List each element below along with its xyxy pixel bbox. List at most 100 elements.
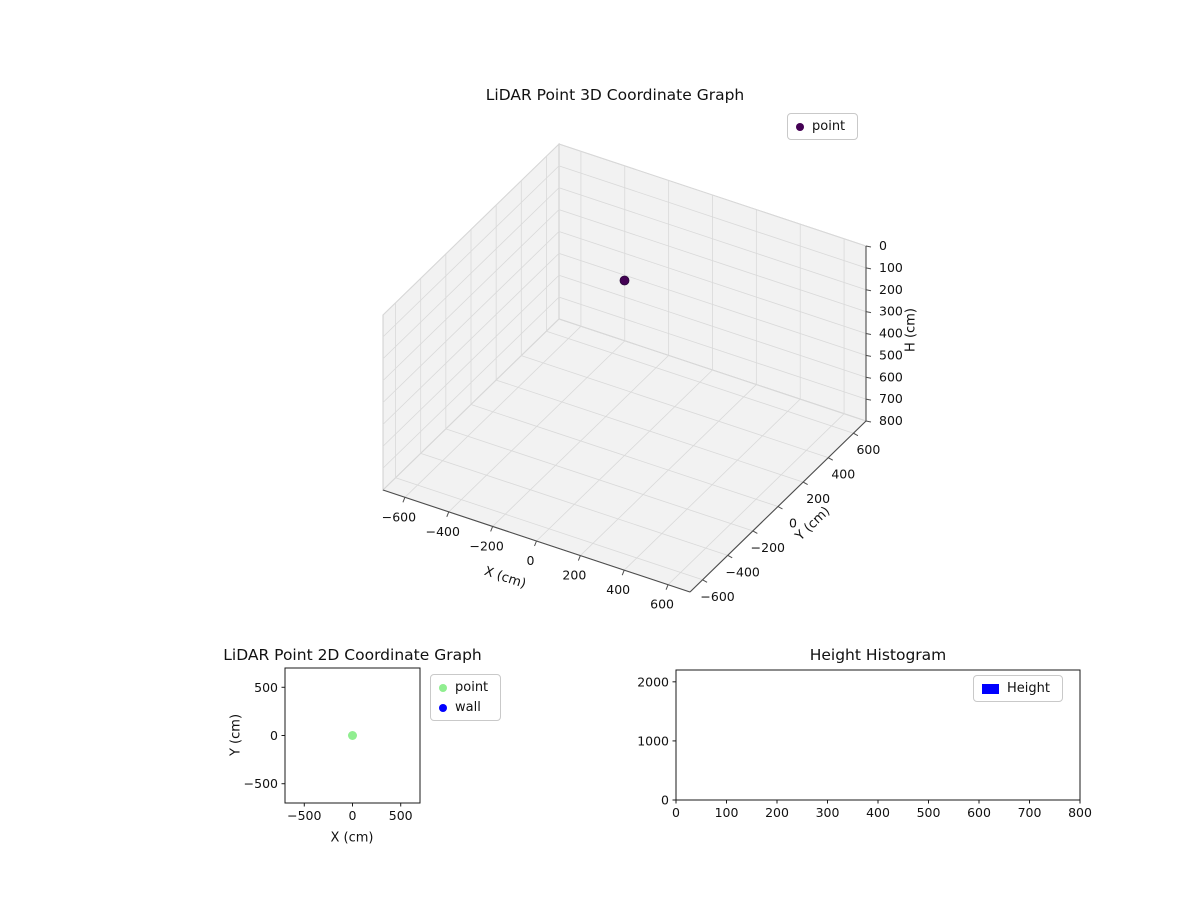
- x-tick-label: −500: [287, 808, 321, 823]
- plot3d-legend: point: [787, 113, 859, 140]
- grid-h-left-wall: [382, 231, 560, 403]
- h-tick-label: 300: [879, 304, 903, 319]
- y-tick: [727, 554, 733, 559]
- h-tick-label: 200: [879, 282, 903, 297]
- x-tick-label: 400: [606, 582, 630, 597]
- scatter2d-point: [348, 731, 357, 740]
- x-tick-label: −600: [382, 509, 416, 524]
- plot2d-legend: point wall: [430, 674, 502, 721]
- x-tick-label: 600: [967, 805, 991, 820]
- x-tick-label: −400: [426, 524, 460, 539]
- grid-h-right-wall: [558, 318, 867, 422]
- y-tick-label: 0: [789, 516, 797, 531]
- grid-y-floor: [445, 428, 753, 532]
- y-tick-label: −500: [244, 776, 278, 791]
- legend-row-wall: wall: [439, 699, 488, 716]
- x-tick: [665, 584, 669, 590]
- legend-row-point: point: [439, 679, 488, 696]
- legend-label: point: [812, 119, 846, 134]
- h-tick-label: 400: [879, 326, 903, 341]
- x-tick-label: 100: [715, 805, 739, 820]
- x-tick-label: 300: [816, 805, 840, 820]
- height-patch-icon: [982, 683, 999, 694]
- y-tick-label: 500: [254, 680, 278, 695]
- x-tick-label: 200: [562, 568, 586, 583]
- grid-y-floor: [470, 404, 779, 507]
- x-tick-label: 0: [349, 808, 357, 823]
- plot2d-xlabel: X (cm): [330, 830, 374, 846]
- plot3d-title: LiDAR Point 3D Coordinate Graph: [485, 86, 745, 104]
- y-tick: [828, 457, 834, 461]
- y-tick-label: 2000: [637, 674, 669, 689]
- x-tick-label: 500: [917, 805, 941, 820]
- grid-y-floor: [546, 330, 854, 434]
- h-tick: [865, 245, 872, 248]
- x-tick-label: 0: [672, 805, 680, 820]
- grid-h-right-wall: [558, 231, 867, 334]
- h-tick: [865, 333, 872, 335]
- plot2d-title: LiDAR Point 2D Coordinate Graph: [223, 646, 482, 664]
- x-tick: [446, 511, 450, 518]
- y-tick-label: −200: [751, 540, 785, 555]
- h-tick: [865, 267, 872, 270]
- grid-h-left-wall: [382, 143, 560, 316]
- x-tick: [490, 526, 494, 532]
- y-tick: [777, 506, 783, 510]
- y-tick-label: 200: [806, 491, 830, 506]
- x-tick: [577, 555, 581, 561]
- grid-h-left-wall: [382, 209, 560, 381]
- wall-marker-icon: [439, 703, 447, 712]
- x-tick-label: 400: [866, 805, 890, 820]
- y-tick-label: 0: [661, 793, 669, 808]
- grid-h-right-wall: [558, 165, 867, 269]
- grid-h-right-wall: [558, 296, 867, 400]
- scatter3d-point: [619, 275, 630, 286]
- x-tick-label: 500: [389, 808, 413, 823]
- grid-h-left-wall: [382, 187, 560, 360]
- legend-row-point: point: [796, 118, 845, 135]
- h-tick: [865, 311, 872, 314]
- grid-h-right-wall: [558, 252, 867, 356]
- x-tick-label: −200: [469, 538, 503, 553]
- h-tick: [865, 354, 872, 357]
- h-tick: [865, 420, 872, 423]
- y-tick-label: 600: [856, 442, 880, 457]
- h-tick: [865, 289, 872, 292]
- grid-h-left-wall: [382, 253, 560, 425]
- y-tick-label: 1000: [637, 733, 669, 748]
- grid-y-floor: [420, 452, 728, 556]
- x-tick: [621, 569, 625, 576]
- h-tick-label: 0: [879, 238, 887, 253]
- legend-row-height: Height: [982, 680, 1050, 697]
- y-tick: [752, 530, 758, 534]
- h-tick-label: 500: [879, 347, 903, 362]
- h-tick-label: 100: [879, 260, 903, 275]
- x-tick: [534, 540, 537, 547]
- x-tick-label: 600: [650, 597, 674, 612]
- x-tick-label: 700: [1018, 805, 1042, 820]
- legend-label: wall: [455, 700, 481, 715]
- hist-title: Height Histogram: [809, 646, 947, 664]
- point-marker-icon: [796, 122, 804, 131]
- y-tick: [702, 579, 708, 583]
- h-tick: [865, 398, 872, 401]
- grid-h-right-wall: [558, 209, 867, 313]
- plot3d-hlabel: H (cm): [903, 308, 919, 352]
- x-tick-label: 0: [527, 553, 535, 568]
- y-tick-label: −600: [700, 589, 734, 604]
- grid-h-right-wall: [558, 187, 867, 291]
- h-tick: [865, 376, 872, 379]
- grid-h-right-wall: [558, 274, 867, 378]
- y-tick: [853, 432, 859, 437]
- grid-h-left-wall: [382, 165, 560, 338]
- h-tick-label: 600: [879, 369, 903, 384]
- legend-label: point: [455, 680, 489, 695]
- grid-h-right-wall: [558, 143, 867, 247]
- x-tick: [402, 497, 406, 503]
- grid-h-left-wall: [382, 274, 560, 447]
- grid-y-floor: [395, 477, 703, 581]
- y-tick: [802, 481, 808, 486]
- h-tick-label: 700: [879, 391, 903, 406]
